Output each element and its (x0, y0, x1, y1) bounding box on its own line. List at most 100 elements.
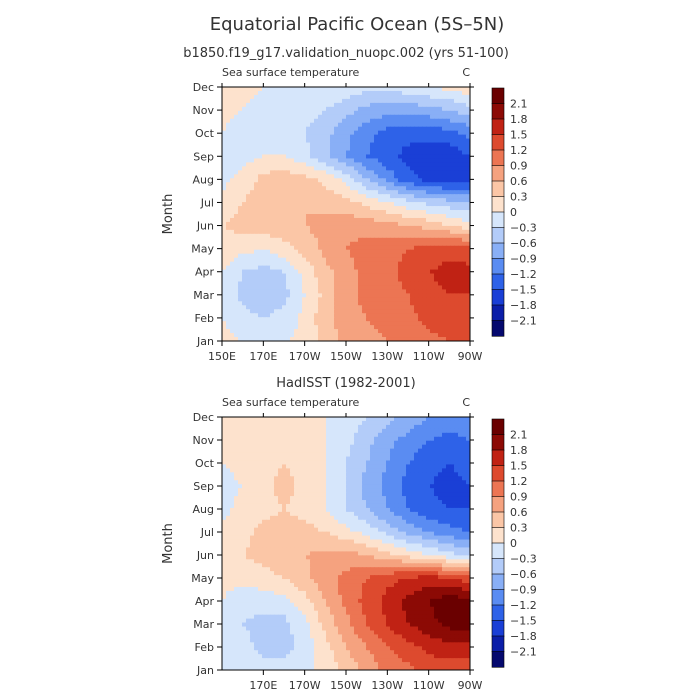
contour-cell (262, 444, 267, 450)
contour-cell (250, 448, 255, 454)
contour-cell (378, 241, 383, 247)
contour-cell (350, 424, 355, 430)
contour-cell (242, 325, 247, 330)
contour-cell (278, 333, 283, 338)
contour-cell (270, 178, 275, 183)
contour-cell (282, 432, 287, 438)
contour-cell (322, 110, 327, 116)
contour-cell (222, 309, 227, 314)
contour-cell (234, 305, 239, 310)
contour-cell (358, 150, 363, 156)
contour-cell (458, 166, 463, 171)
contour-cell (318, 265, 323, 271)
contour-cell (314, 233, 319, 239)
contour-cell (362, 190, 367, 195)
contour-cell (346, 289, 351, 294)
contour-cell (374, 198, 379, 203)
contour-cell (270, 174, 275, 179)
contour-cell (334, 305, 339, 310)
contour-cell (318, 217, 323, 223)
contour-cell (402, 289, 407, 294)
contour-cell (330, 102, 335, 108)
contour-cell (254, 158, 259, 164)
contour-cell (394, 253, 399, 259)
contour-cell (366, 313, 371, 318)
contour-cell (442, 162, 447, 167)
contour-cell (386, 257, 391, 263)
contour-cell (338, 194, 343, 199)
contour-cell (366, 417, 371, 422)
contour-cell (442, 452, 447, 458)
contour-cell (386, 138, 391, 144)
contour-cell (222, 130, 227, 136)
contour-cell (254, 98, 259, 104)
contour-cell (266, 114, 271, 120)
contour-cell (442, 90, 447, 96)
contour-cell (294, 428, 299, 434)
contour-cell (398, 217, 403, 223)
contour-cell (306, 166, 311, 171)
contour-cell (326, 436, 331, 442)
contour-cell (462, 285, 467, 291)
contour-cell (346, 221, 351, 227)
contour-cell (290, 142, 295, 148)
contour-cell (310, 472, 315, 477)
contour-cell (430, 126, 435, 132)
contour-cell (222, 221, 227, 227)
contour-cell (246, 114, 251, 120)
contour-cell (414, 206, 419, 211)
contour-cell (354, 253, 359, 259)
contour-cell (382, 337, 387, 341)
contour-cell (366, 158, 371, 164)
contour-cell (422, 273, 427, 279)
contour-cell (402, 305, 407, 310)
contour-cell (250, 229, 255, 235)
contour-cell (422, 432, 427, 438)
contour-cell (362, 273, 367, 279)
contour-cell (422, 249, 427, 255)
contour-cell (294, 217, 299, 223)
contour-cell (342, 150, 347, 156)
contour-cell (394, 417, 399, 422)
contour-cell (314, 432, 319, 438)
contour-cell (410, 313, 415, 318)
contour-cell (422, 142, 427, 148)
contour-cell (326, 265, 331, 271)
contour-cell (270, 158, 275, 164)
contour-cell (310, 448, 315, 454)
contour-cell (338, 337, 343, 341)
contour-cell (278, 237, 283, 243)
contour-cell (282, 297, 287, 302)
contour-cell (234, 337, 239, 341)
contour-cell (234, 237, 239, 243)
contour-cell (430, 237, 435, 243)
contour-cell (238, 269, 243, 275)
contour-cell (354, 170, 359, 175)
contour-cell (422, 257, 427, 263)
contour-cell (382, 138, 387, 144)
contour-cell (246, 245, 251, 251)
colorbar-swatch (491, 258, 505, 275)
contour-cell (222, 269, 227, 275)
contour-cell (298, 102, 303, 108)
contour-cell (302, 424, 307, 430)
contour-cell (374, 432, 379, 438)
contour-cell (450, 285, 455, 291)
contour-cell (318, 134, 323, 140)
contour-cell (330, 317, 335, 322)
contour-cell (298, 281, 303, 287)
contour-cell (422, 337, 427, 341)
contour-cell (330, 154, 335, 160)
contour-cell (350, 214, 355, 219)
contour-cell (242, 273, 247, 279)
contour-cell (362, 118, 367, 124)
contour-cell (430, 333, 435, 338)
contour-cell (378, 214, 383, 219)
contour-cell (394, 87, 399, 92)
contour-cell (314, 281, 319, 287)
contour-cell (398, 325, 403, 330)
contour-cell (318, 317, 323, 322)
contour-cell (358, 277, 363, 283)
contour-cell (386, 114, 391, 120)
contour-cell (306, 194, 311, 199)
